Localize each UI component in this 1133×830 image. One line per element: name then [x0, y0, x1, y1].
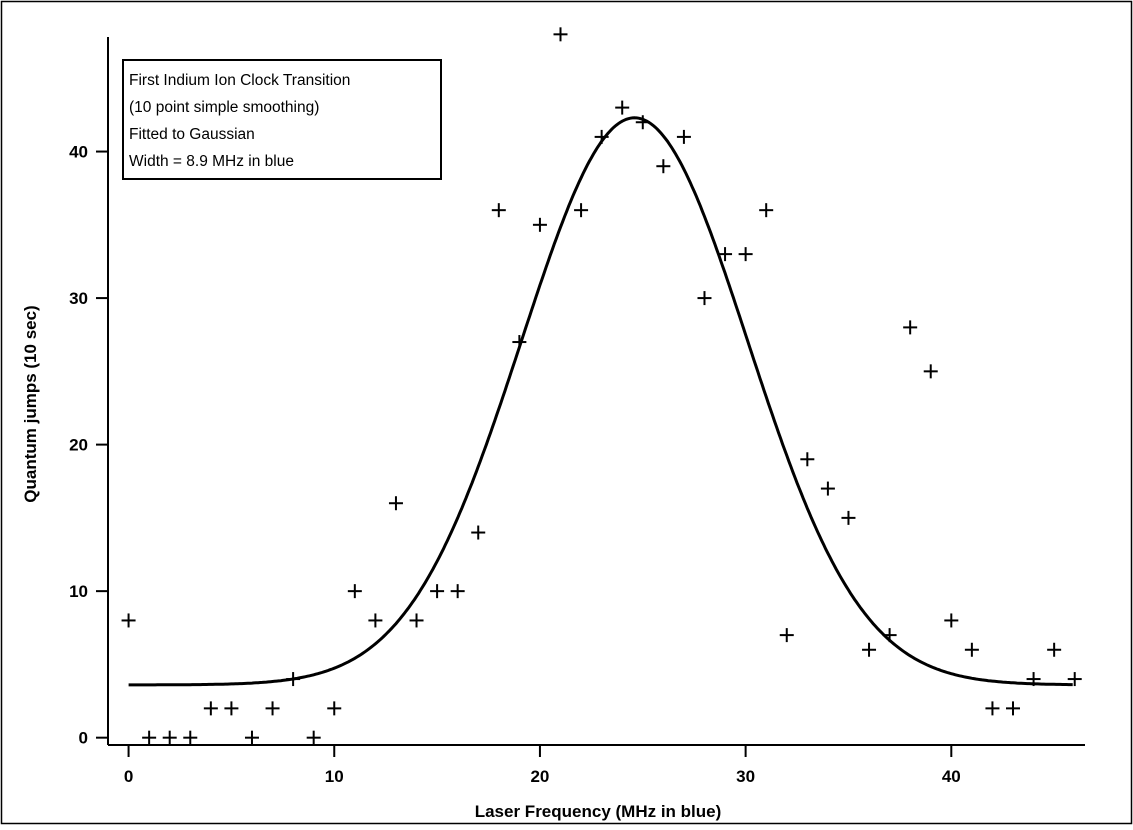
data-point [265, 701, 280, 716]
data-point [574, 203, 589, 218]
x-tick-label: 0 [124, 767, 133, 786]
data-points [121, 27, 1082, 745]
x-tick-label: 20 [530, 767, 549, 786]
axes [107, 37, 1085, 746]
data-point [676, 129, 691, 144]
data-point [121, 613, 136, 628]
data-point [656, 159, 671, 174]
data-point [142, 730, 157, 745]
data-point [224, 701, 239, 716]
data-point [697, 291, 712, 306]
data-point [862, 642, 877, 657]
annotation-box-border [122, 59, 442, 180]
data-point [203, 701, 218, 716]
data-point [841, 510, 856, 525]
x-tick-label: 40 [942, 767, 961, 786]
data-point [779, 628, 794, 643]
data-point [1067, 672, 1082, 687]
data-point [923, 364, 938, 379]
data-point [882, 628, 897, 643]
annotation-line-2: (10 point simple smoothing) [129, 99, 319, 116]
data-point [532, 217, 547, 232]
data-point [162, 730, 177, 745]
data-point [718, 247, 733, 262]
data-point [471, 525, 486, 540]
x-axis-title: Laser Frequency (MHz in blue) [475, 802, 722, 821]
data-point [244, 730, 259, 745]
data-point [553, 27, 568, 42]
annotation-box: First Indium Ion Clock Transition (10 po… [122, 59, 442, 180]
data-point [512, 335, 527, 350]
data-point [1047, 642, 1062, 657]
data-point [409, 613, 424, 628]
annotation-line-4: Width = 8.9 MHz in blue [129, 153, 294, 170]
gaussian-fit-curve [128, 116, 1073, 687]
data-point [594, 129, 609, 144]
data-point [368, 613, 383, 628]
data-point [615, 100, 630, 115]
data-point [327, 701, 342, 716]
y-tick-label: 0 [79, 729, 88, 748]
data-point [1006, 701, 1021, 716]
annotation-line-3: Fitted to Gaussian [129, 126, 255, 143]
data-point [286, 672, 301, 687]
y-tick-label: 10 [69, 582, 88, 601]
y-axis-title: Quantum jumps (10 sec) [21, 305, 40, 502]
data-point [944, 613, 959, 628]
data-point [800, 452, 815, 467]
x-tick-label: 10 [325, 767, 344, 786]
y-tick-label: 20 [69, 436, 88, 455]
data-point [1026, 672, 1041, 687]
y-tick-label: 40 [69, 143, 88, 162]
data-point [635, 115, 650, 130]
data-point [903, 320, 918, 335]
data-point [738, 247, 753, 262]
data-point [450, 584, 465, 599]
data-point [985, 701, 1000, 716]
data-point [820, 481, 835, 496]
data-point [964, 642, 979, 657]
data-point [306, 730, 321, 745]
x-tick-label: 30 [736, 767, 755, 786]
data-point [759, 203, 774, 218]
data-point [491, 203, 506, 218]
data-point [347, 584, 362, 599]
ticks: 0 10 20 30 40 0 10 20 30 40 [69, 143, 961, 786]
annotation-line-1: First Indium Ion Clock Transition [129, 72, 350, 89]
data-point [430, 584, 445, 599]
y-tick-label: 30 [69, 289, 88, 308]
data-point [388, 496, 403, 511]
data-point [183, 730, 198, 745]
